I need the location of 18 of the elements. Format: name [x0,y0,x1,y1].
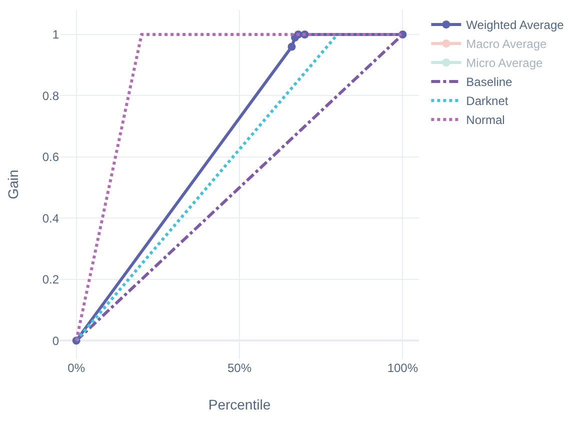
legend-label: Weighted Average [466,18,564,32]
y-tick-label: 0.2 [42,272,60,287]
y-tick-label: 0 [52,334,60,348]
y-tick-label: 0.8 [42,88,60,103]
y-tick-label: 0.6 [42,150,60,164]
x-axis-title: Percentile [208,396,271,412]
y-tick-label: 0.4 [42,211,60,226]
y-tick-label: 1 [52,28,60,42]
legend-label: Darknet [466,94,509,108]
point [288,42,296,51]
y-axis-title: Gain [4,170,21,200]
legend-label: Micro Average [466,56,543,70]
legend-label: Baseline [466,75,513,90]
x-tick-label: 50% [227,361,252,375]
x-tick-label: 0% [68,361,86,375]
x-tick-label: 100% [387,361,418,375]
legend-label: Normal [466,113,505,128]
legend-label: Macro Average [466,37,547,52]
